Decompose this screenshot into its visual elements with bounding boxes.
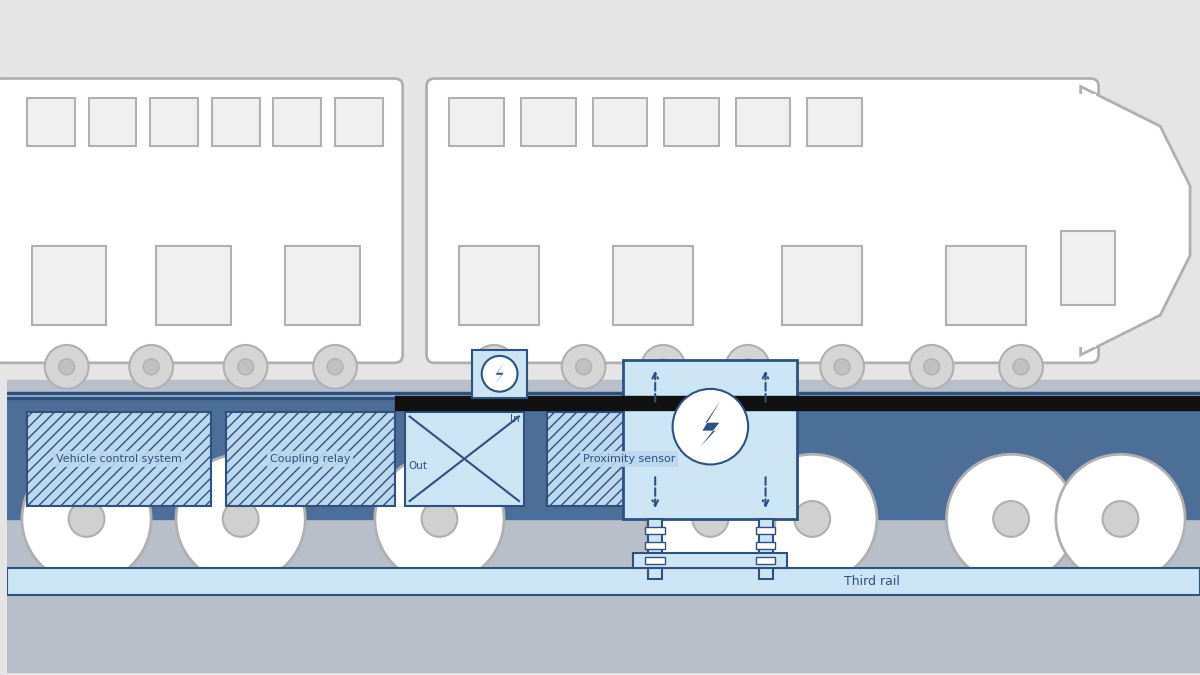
Circle shape (748, 454, 877, 584)
Bar (7, 568, 1200, 595)
Circle shape (1103, 501, 1139, 537)
Circle shape (44, 345, 89, 389)
Bar (7, 2, 1200, 380)
Bar (335, 99, 383, 146)
Text: In: In (510, 414, 520, 423)
Text: Out: Out (409, 461, 427, 471)
Circle shape (576, 359, 592, 375)
Circle shape (59, 359, 74, 375)
Circle shape (692, 501, 728, 537)
Circle shape (238, 359, 253, 375)
Bar (521, 99, 576, 146)
Bar (26, 412, 211, 506)
Bar (450, 99, 504, 146)
Circle shape (374, 454, 504, 584)
Bar (1075, 95, 1096, 347)
Circle shape (794, 501, 830, 537)
Circle shape (672, 389, 748, 464)
Circle shape (473, 345, 516, 389)
Bar (395, 396, 1200, 410)
Circle shape (562, 345, 606, 389)
Circle shape (130, 345, 173, 389)
Bar (547, 412, 710, 506)
Polygon shape (494, 362, 504, 385)
Bar (646, 542, 665, 549)
FancyBboxPatch shape (0, 78, 403, 363)
Bar (646, 527, 665, 534)
Bar (473, 350, 527, 398)
Circle shape (994, 501, 1030, 537)
Circle shape (924, 359, 940, 375)
Circle shape (223, 345, 268, 389)
Circle shape (481, 356, 517, 392)
Circle shape (176, 454, 305, 584)
Circle shape (834, 359, 850, 375)
Bar (7, 380, 1200, 673)
Bar (7, 400, 1200, 519)
Bar (646, 557, 665, 564)
Circle shape (421, 501, 457, 537)
Circle shape (821, 345, 864, 389)
Bar (156, 246, 230, 325)
Circle shape (910, 345, 954, 389)
Bar (756, 557, 775, 564)
Text: Vehicle control system: Vehicle control system (56, 454, 181, 464)
FancyBboxPatch shape (426, 78, 1098, 363)
Bar (623, 360, 797, 519)
Circle shape (486, 359, 502, 375)
Circle shape (655, 359, 671, 375)
Bar (286, 246, 360, 325)
Bar (26, 99, 74, 146)
Bar (756, 527, 775, 534)
Bar (593, 99, 647, 146)
Bar (460, 246, 539, 325)
Circle shape (641, 345, 685, 389)
Bar (648, 519, 662, 578)
Bar (226, 412, 395, 506)
Text: Coupling relay: Coupling relay (270, 454, 350, 464)
Bar (32, 246, 107, 325)
Circle shape (947, 454, 1075, 584)
Bar (212, 99, 259, 146)
Bar (664, 99, 719, 146)
Bar (613, 246, 692, 325)
Bar (782, 246, 862, 325)
Bar (736, 99, 791, 146)
Circle shape (22, 454, 151, 584)
Bar (547, 412, 710, 506)
Bar (404, 412, 524, 506)
Circle shape (1013, 359, 1030, 375)
Circle shape (739, 359, 756, 375)
Circle shape (68, 501, 104, 537)
Bar (756, 542, 775, 549)
Polygon shape (1081, 86, 1190, 355)
Text: Proximity sensor: Proximity sensor (583, 454, 676, 464)
Circle shape (726, 345, 769, 389)
Bar (947, 246, 1026, 325)
Polygon shape (701, 401, 720, 447)
Bar (274, 99, 322, 146)
Bar (634, 553, 787, 568)
Circle shape (1000, 345, 1043, 389)
Circle shape (1056, 454, 1186, 584)
Circle shape (328, 359, 343, 375)
Bar (226, 412, 395, 506)
Bar (150, 99, 198, 146)
Bar (758, 519, 773, 578)
Circle shape (646, 454, 775, 584)
Circle shape (143, 359, 160, 375)
Text: Third rail: Third rail (844, 575, 900, 588)
Bar (89, 99, 137, 146)
Bar (808, 99, 862, 146)
Bar (26, 412, 211, 506)
Circle shape (223, 501, 258, 537)
Bar (1061, 231, 1116, 305)
Circle shape (313, 345, 356, 389)
